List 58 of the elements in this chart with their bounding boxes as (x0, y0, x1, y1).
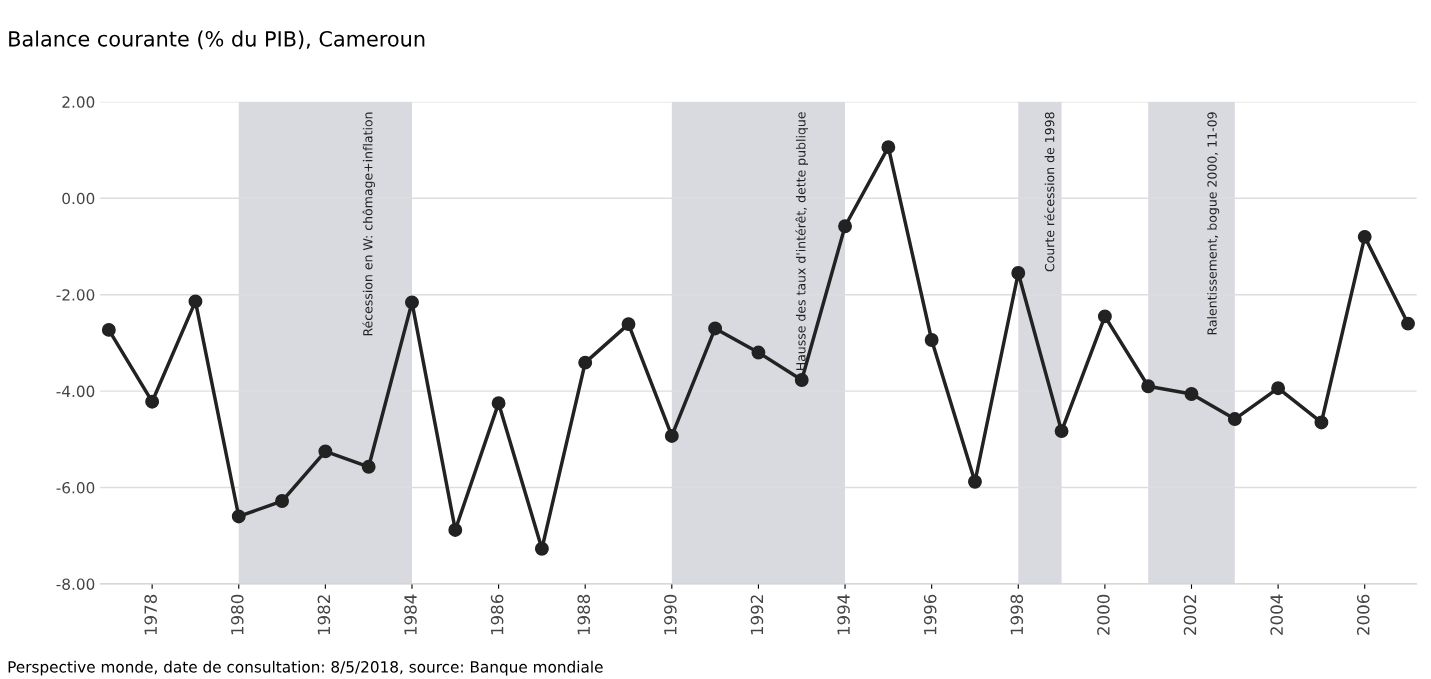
y-tick-label: 0.00 (62, 192, 95, 205)
point (1271, 381, 1286, 396)
x-tick-label: 1986 (490, 594, 504, 635)
x-tick-label: 2000 (1097, 594, 1110, 635)
point (231, 509, 246, 524)
point (1011, 266, 1026, 280)
point (1227, 412, 1242, 427)
band-label: Récession en W: chômage+inflation (362, 112, 375, 336)
point (491, 396, 506, 411)
band-label: Hausse des taux d'intérêt, dette publique (795, 112, 809, 371)
x-tick-label: 1996 (923, 594, 937, 635)
point (145, 394, 160, 409)
point (188, 294, 203, 309)
band-label: Ralentissement, bogue 2000, 11-09 (1207, 112, 1220, 335)
point (101, 322, 116, 337)
x-tick-label: 1980 (230, 594, 244, 635)
point (361, 459, 376, 474)
point (1054, 424, 1069, 439)
text: Perspective monde, date de consultation: 8/5/2018, source: Banque mondiale (8, 660, 603, 676)
point (838, 219, 852, 234)
point (664, 428, 679, 443)
y-tick-label: -8.00 (56, 578, 95, 590)
point (1141, 379, 1156, 394)
chart-title: Balance courante (% du PIB), Cameroun (9, 30, 425, 50)
point (1314, 415, 1329, 430)
x-tick-label: 1988 (577, 594, 591, 635)
point (318, 444, 333, 459)
point (405, 295, 419, 310)
point (924, 333, 939, 347)
x-tick-label: 1984 (404, 594, 417, 635)
x-tick-label: 1994 (837, 594, 850, 635)
y-tick-label: -4.00 (56, 385, 95, 398)
x-tick-label: 1978 (144, 594, 157, 635)
x-tick-label: 2002 (1183, 595, 1197, 635)
x-tick-label: 1992 (750, 595, 764, 635)
band-label: Courte récession de 1998 (1044, 112, 1055, 272)
x-tick-label: 1990 (664, 594, 677, 635)
y-tick-label: -2.00 (56, 289, 95, 301)
y-tick-label: -6.00 (56, 481, 95, 494)
point (751, 345, 766, 360)
point (578, 355, 593, 370)
point (1401, 316, 1415, 331)
point (708, 321, 723, 336)
point (621, 317, 636, 332)
point (968, 474, 982, 489)
point (1357, 229, 1372, 244)
point (1097, 309, 1112, 324)
point (1184, 387, 1199, 401)
x-tick-label: 2006 (1356, 594, 1370, 635)
x-tick-label: 1998 (1010, 594, 1024, 635)
point (275, 494, 290, 508)
x-tick-label: 2004 (1270, 594, 1283, 635)
point (794, 373, 809, 387)
point (881, 140, 896, 155)
point (448, 523, 463, 537)
y-tick-label: 2.00 (62, 96, 95, 108)
point (534, 541, 549, 556)
x-tick-label: 1982 (317, 595, 331, 635)
